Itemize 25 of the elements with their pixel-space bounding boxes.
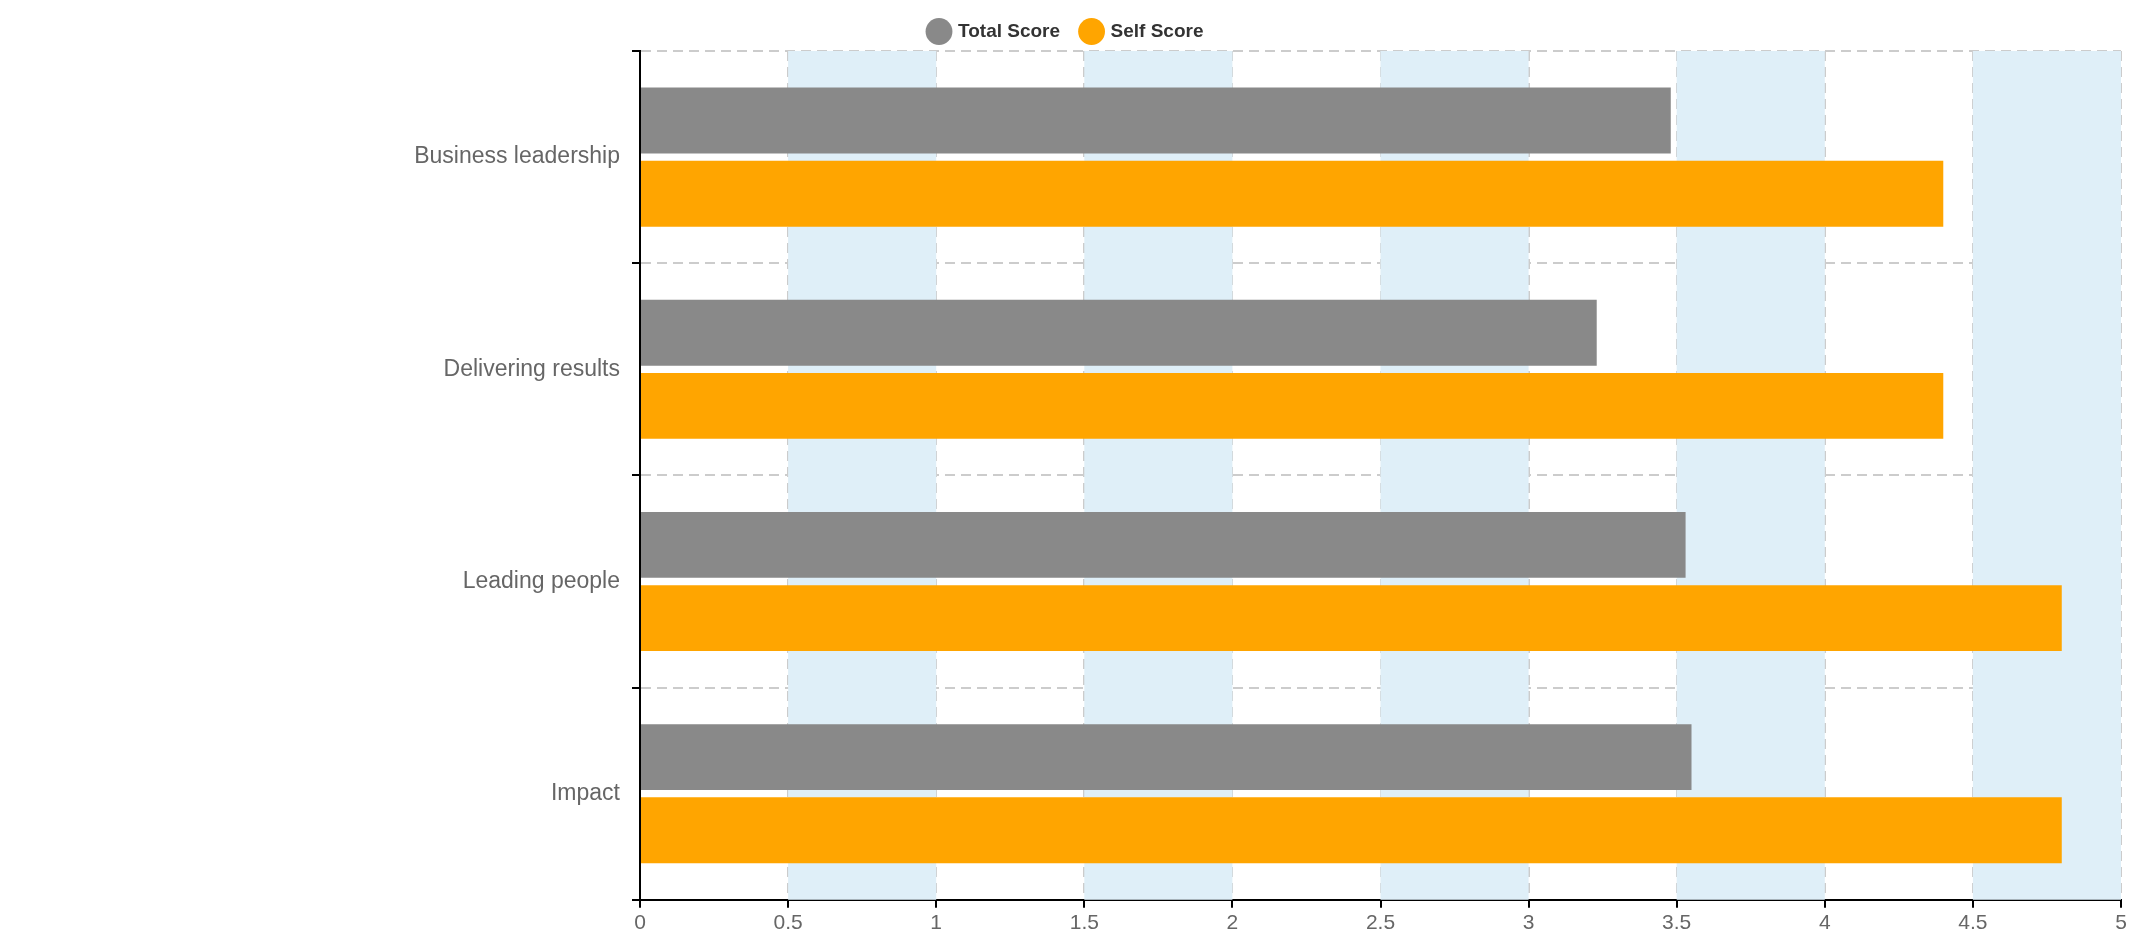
y-tick-label: Impact [550,779,621,806]
bar [641,585,2062,652]
bar [641,372,1944,439]
bar [641,87,1671,154]
x-tick-label: 2.5 [1365,910,1396,934]
x-tick-label: 1 [930,910,943,934]
x-tick-label: 5 [2115,910,2127,934]
x-tick-label: 3 [1522,910,1535,934]
x-tick-label: 1.5 [1069,910,1099,934]
bar [641,511,1686,578]
x-tick-label: 0.5 [773,910,803,934]
bar [641,724,1692,791]
x-tick-label: 3.5 [1662,910,1692,934]
y-tick-label: Delivering results [443,354,620,381]
bar [641,797,2062,864]
x-tick-label: 4.5 [1958,910,1988,934]
y-tick-label: Business leadership [414,142,620,169]
legend-label: Total Score [958,19,1061,41]
x-tick-label: 2 [1226,910,1239,934]
legend-label: Self Score [1110,19,1204,41]
bar [641,160,1944,227]
x-tick-label: 4 [1818,910,1831,934]
y-tick-label: Leading people [462,566,620,593]
bar [641,299,1597,366]
x-tick-label: 0 [634,910,646,934]
